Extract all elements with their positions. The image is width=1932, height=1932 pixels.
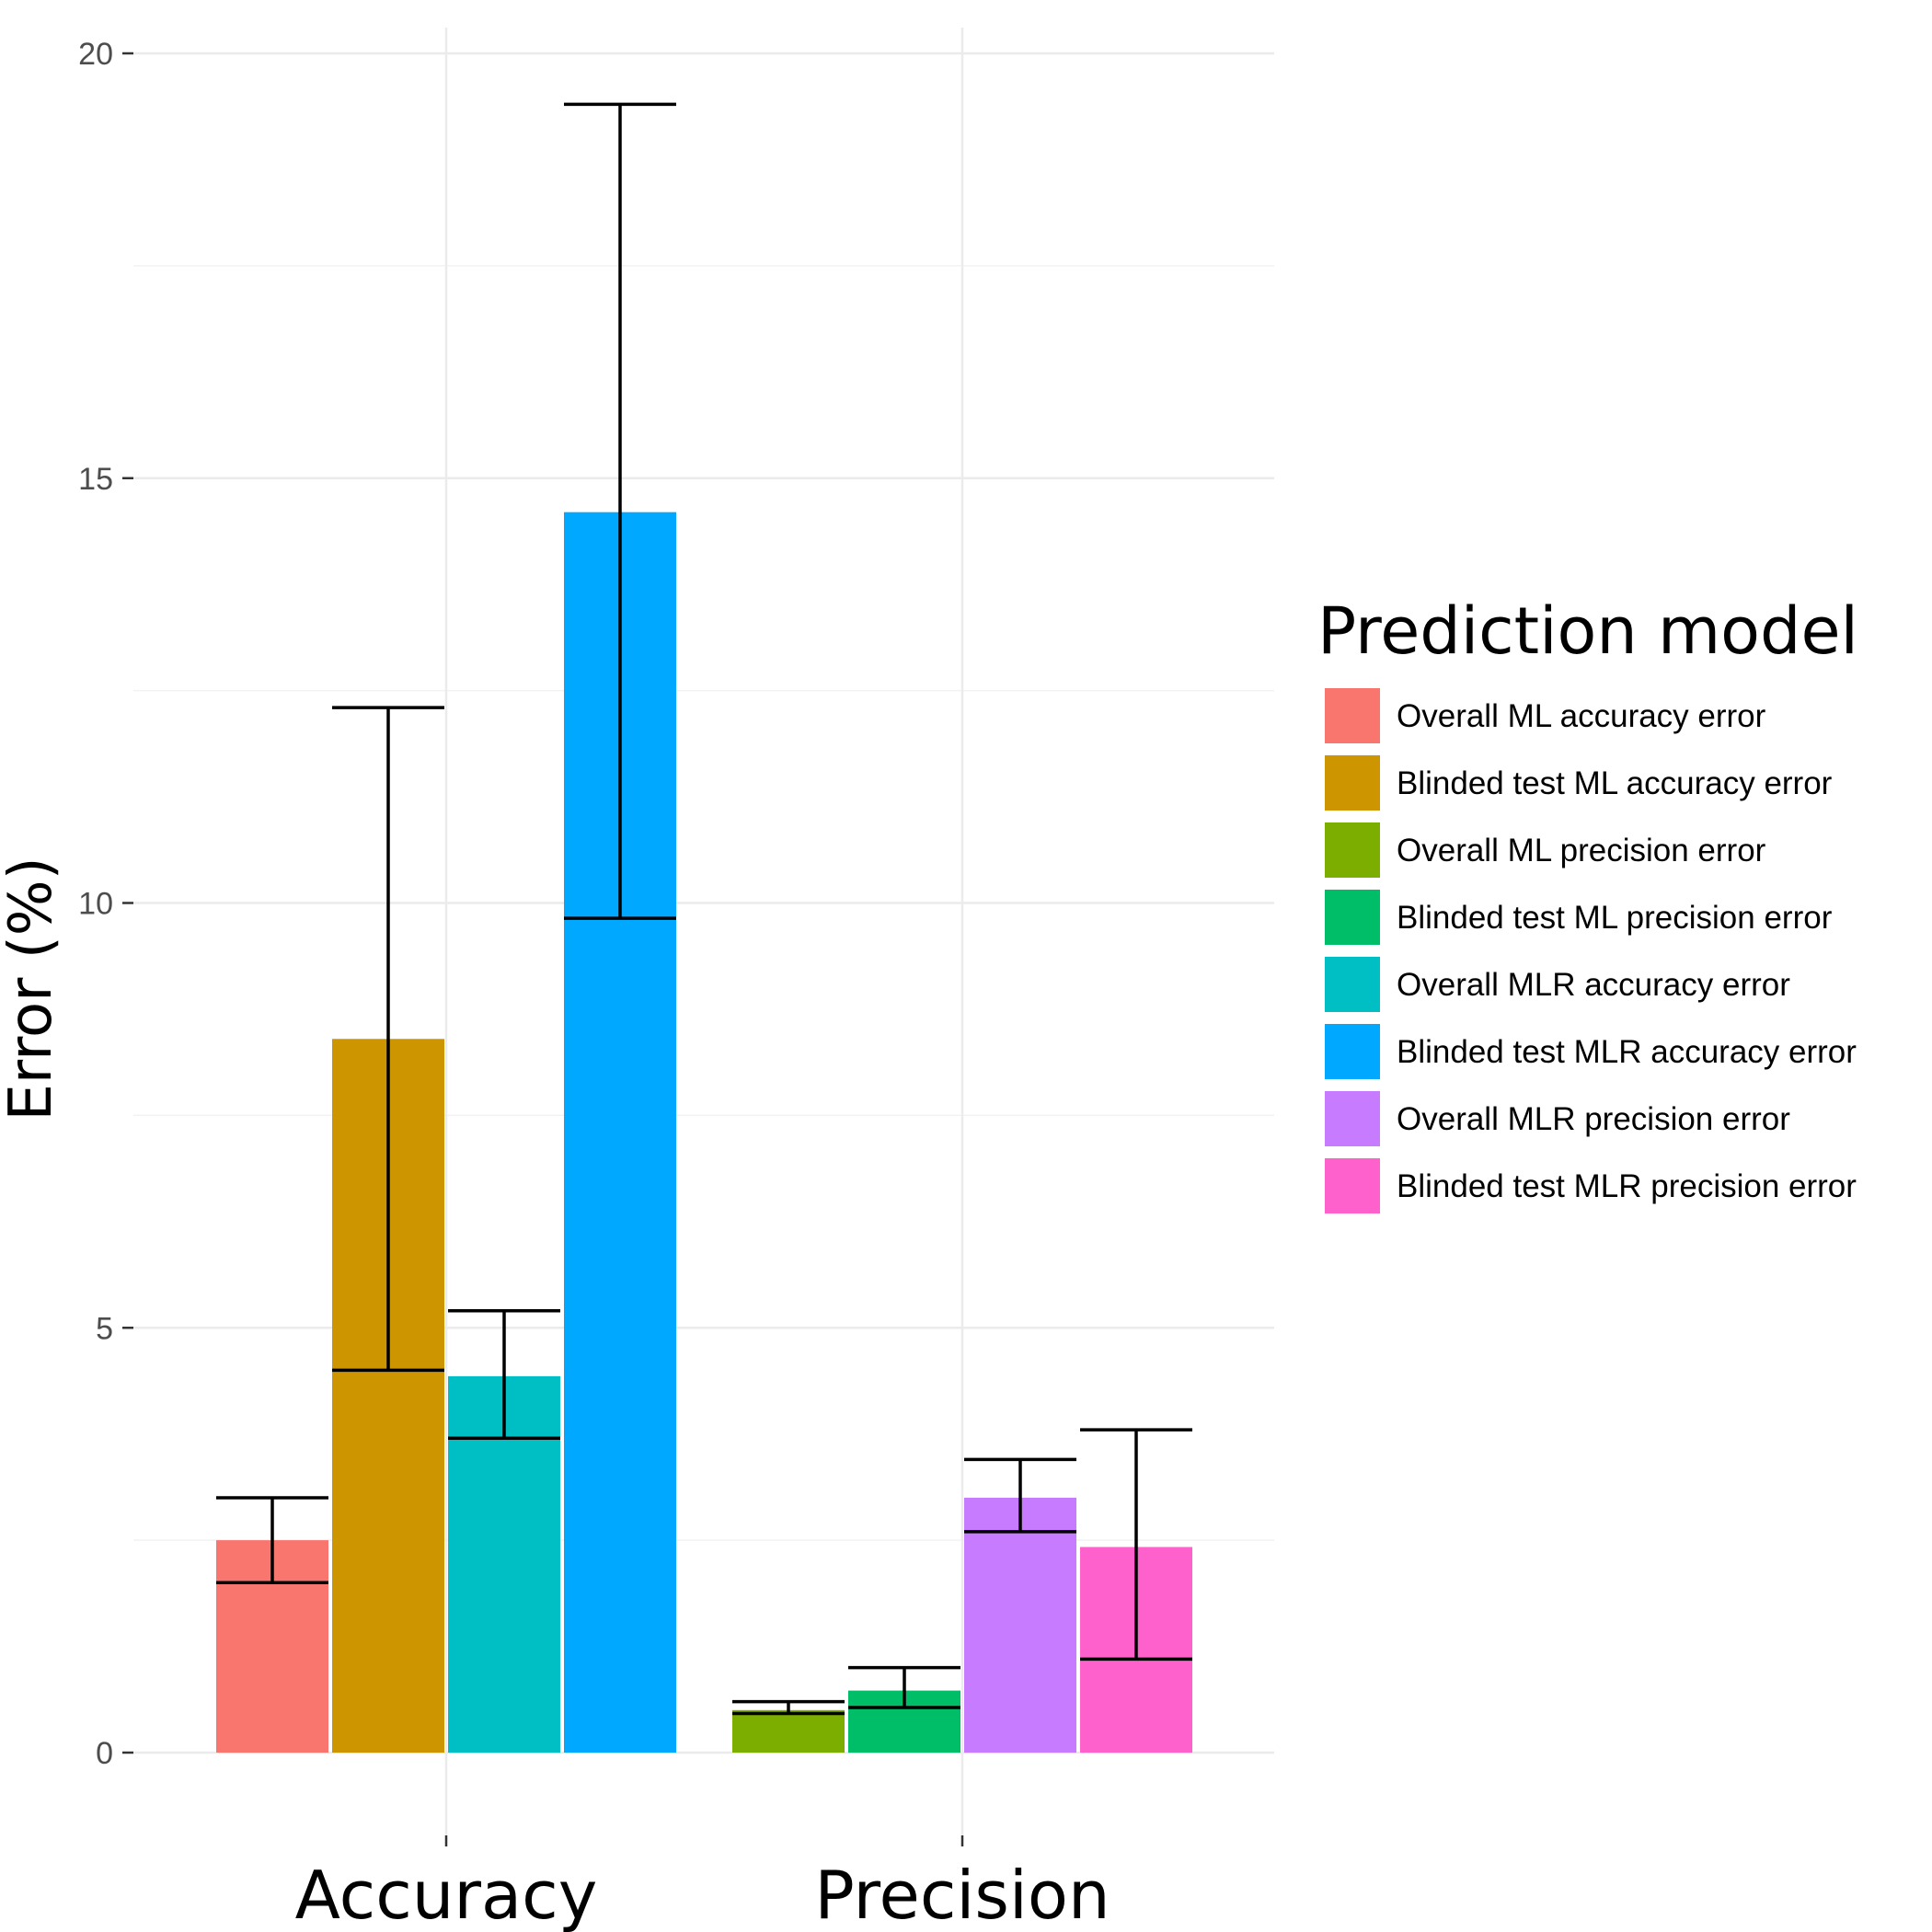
legend-label: Blinded test ML precision error xyxy=(1397,900,1833,936)
y-tick-label: 20 xyxy=(78,37,113,72)
x-axis: Accuracy Precision xyxy=(295,1835,1110,1932)
legend-title: Prediction model xyxy=(1317,593,1858,669)
legend-key xyxy=(1325,890,1380,945)
legend-label: Overall MLR precision error xyxy=(1397,1101,1790,1137)
legend-key xyxy=(1325,1091,1380,1146)
y-axis-title: Error (%) xyxy=(0,857,65,1121)
legend: Prediction model Overall ML accuracy err… xyxy=(1317,593,1858,1213)
legend-label: Blinded test MLR precision error xyxy=(1397,1168,1857,1204)
bar xyxy=(732,1709,845,1753)
legend-key xyxy=(1325,1024,1380,1079)
x-tick-label-accuracy: Accuracy xyxy=(295,1857,598,1932)
legend-key xyxy=(1325,1158,1380,1213)
legend-key xyxy=(1325,957,1380,1012)
y-tick-label: 10 xyxy=(78,887,113,922)
legend-label: Overall ML precision error xyxy=(1397,833,1766,868)
y-tick-label: 0 xyxy=(96,1736,113,1771)
x-tick-label-precision: Precision xyxy=(814,1857,1110,1932)
error-bars xyxy=(216,102,1192,1716)
legend-label: Overall MLR accuracy error xyxy=(1397,967,1790,1003)
legend-key xyxy=(1325,755,1380,811)
bar xyxy=(964,1497,1076,1753)
bars xyxy=(216,512,1192,1754)
y-tick-label: 15 xyxy=(78,462,113,497)
legend-key xyxy=(1325,688,1380,743)
y-tick-label: 5 xyxy=(96,1311,113,1346)
legend-label: Blinded test MLR accuracy error xyxy=(1397,1034,1857,1070)
y-axis: 0 5 10 15 20 xyxy=(78,37,133,1771)
legend-label: Overall ML accuracy error xyxy=(1397,698,1766,734)
legend-label: Blinded test ML accuracy error xyxy=(1397,765,1833,801)
legend-key xyxy=(1325,822,1380,878)
